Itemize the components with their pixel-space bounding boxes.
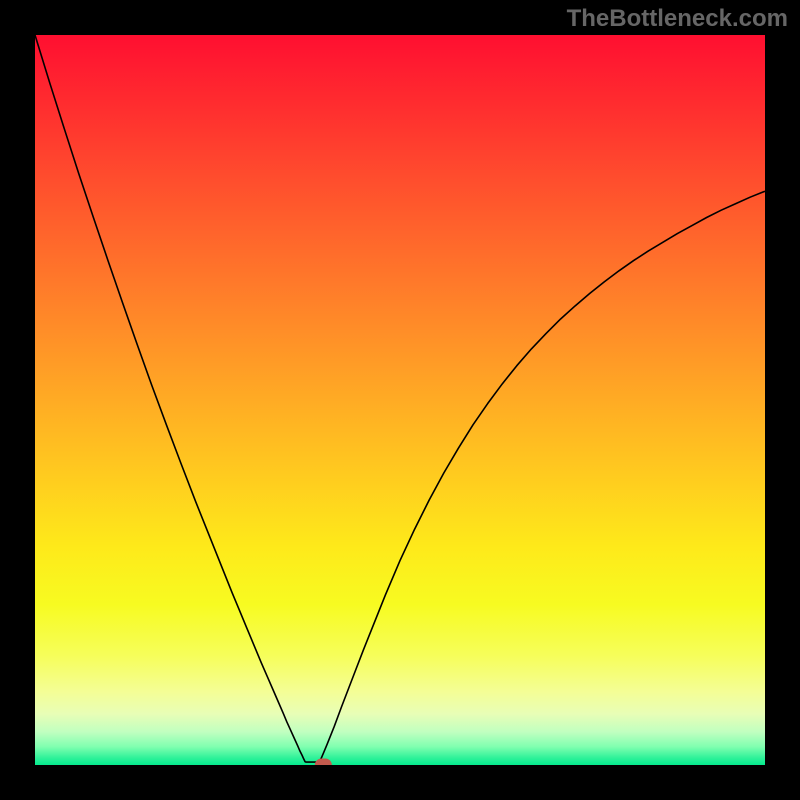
plot-svg — [35, 35, 765, 765]
plot-background — [35, 35, 765, 765]
watermark-text: TheBottleneck.com — [567, 5, 788, 33]
sweet-spot-marker — [315, 759, 331, 765]
plot-area — [35, 35, 765, 765]
chart-container: TheBottleneck.com — [0, 0, 800, 800]
